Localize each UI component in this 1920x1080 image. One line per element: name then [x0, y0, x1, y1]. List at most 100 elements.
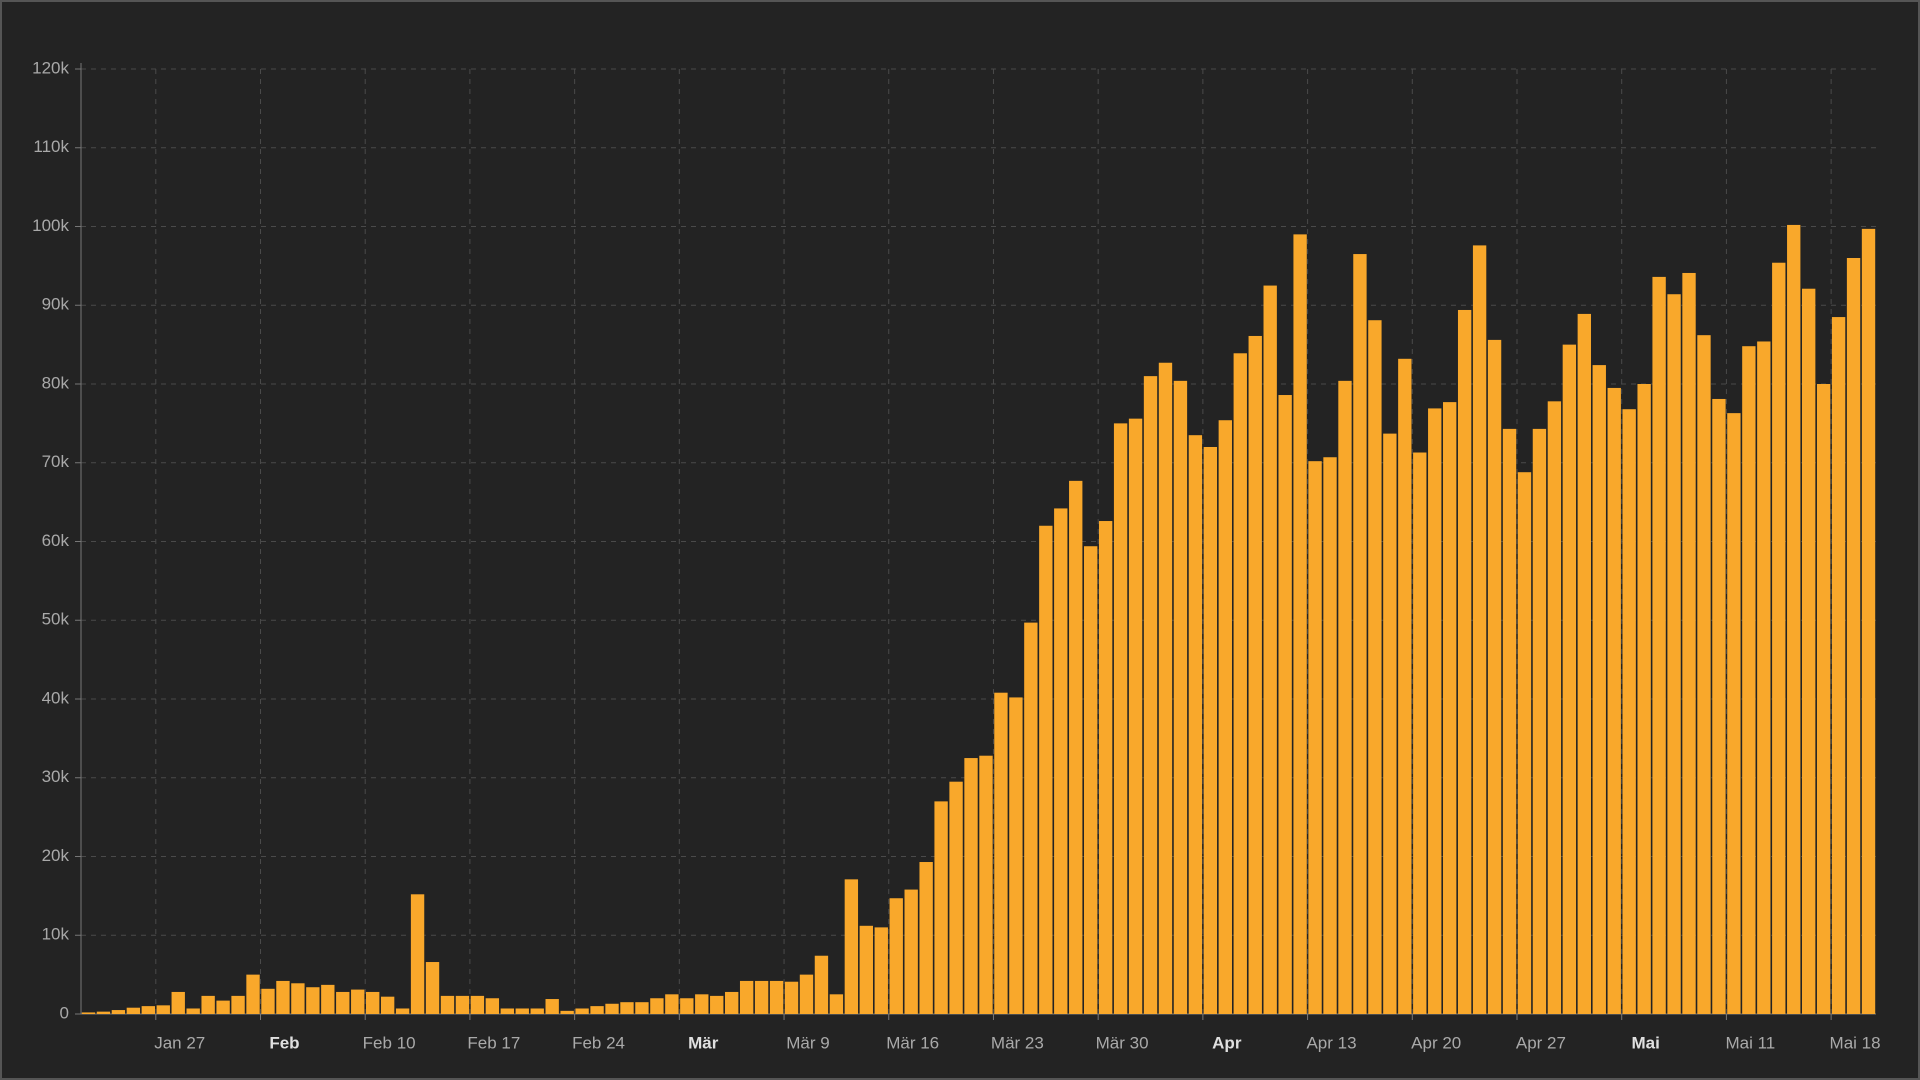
bar	[725, 991, 739, 1014]
y-tick-label: 90k	[42, 295, 70, 314]
bar	[1248, 335, 1262, 1014]
x-tick-label: Feb 17	[467, 1033, 520, 1052]
bar	[1158, 362, 1173, 1014]
bar	[1009, 697, 1023, 1014]
bar	[1727, 413, 1741, 1014]
bar	[784, 981, 799, 1014]
bar	[754, 980, 769, 1014]
x-tick-label: Mai 18	[1830, 1033, 1881, 1052]
y-tick-label: 40k	[42, 688, 70, 707]
y-tick-label: 60k	[42, 531, 70, 550]
bar	[1697, 335, 1711, 1014]
bar	[1128, 418, 1143, 1014]
bar	[1278, 395, 1292, 1014]
bar	[680, 998, 694, 1014]
bar	[590, 1006, 604, 1014]
bar	[1203, 447, 1218, 1014]
bar	[1368, 320, 1382, 1014]
bar	[1443, 402, 1457, 1014]
bar	[1802, 288, 1816, 1014]
bar	[1173, 380, 1188, 1015]
bar	[1607, 387, 1621, 1014]
bar	[1757, 341, 1771, 1015]
bar	[1084, 546, 1098, 1014]
bar	[1383, 433, 1397, 1014]
bar	[1413, 452, 1427, 1014]
bar	[1861, 228, 1876, 1015]
bar	[1188, 435, 1203, 1014]
bar	[1098, 521, 1113, 1014]
x-tick-label: Mär 23	[991, 1033, 1044, 1052]
bar	[440, 995, 455, 1014]
bar	[485, 998, 500, 1014]
bar	[336, 991, 350, 1014]
bar	[1517, 472, 1532, 1014]
bar	[710, 995, 724, 1014]
bar	[111, 1010, 126, 1014]
bar	[530, 1008, 544, 1014]
y-tick-label: 70k	[42, 452, 70, 471]
bar	[695, 994, 709, 1014]
bar	[1113, 423, 1128, 1014]
y-tick-label: 20k	[42, 846, 70, 865]
bar	[1562, 344, 1577, 1014]
bar	[351, 989, 365, 1014]
bar	[1472, 245, 1487, 1014]
bar	[889, 898, 903, 1014]
bar	[425, 962, 440, 1014]
bar	[605, 1003, 619, 1014]
bar	[814, 955, 829, 1014]
bar	[515, 1008, 529, 1014]
bar	[799, 974, 814, 1014]
y-tick-label: 50k	[42, 610, 70, 629]
bar	[739, 980, 754, 1014]
bar	[366, 991, 380, 1014]
x-tick-label: Apr 27	[1516, 1033, 1566, 1052]
bar	[1742, 346, 1756, 1014]
bar	[410, 894, 425, 1014]
x-tick-label: Feb 10	[363, 1033, 416, 1052]
bar	[560, 1010, 574, 1014]
bar	[964, 758, 978, 1014]
bar	[1772, 262, 1786, 1015]
bar	[186, 1008, 200, 1014]
y-tick-label: 10k	[42, 925, 70, 944]
bar	[545, 999, 559, 1014]
x-tick-label: Mai 11	[1725, 1033, 1775, 1052]
bar	[1233, 353, 1247, 1015]
bar	[380, 996, 395, 1014]
bar	[141, 1006, 155, 1014]
bar	[246, 974, 260, 1014]
bar	[829, 994, 844, 1014]
bar	[1816, 384, 1831, 1014]
bar	[1054, 508, 1068, 1014]
x-tick-label: Mär 16	[886, 1033, 939, 1052]
x-tick-label: Apr 20	[1411, 1033, 1461, 1052]
y-tick-label: 110k	[33, 137, 69, 156]
bar	[231, 995, 245, 1014]
bar	[1457, 309, 1472, 1015]
bar	[321, 984, 335, 1014]
bar	[1263, 285, 1277, 1014]
x-tick-label: Feb	[269, 1033, 299, 1052]
bar	[650, 998, 664, 1014]
x-tick-label: Feb 24	[572, 1033, 625, 1052]
bar	[1592, 365, 1606, 1015]
x-tick-label: Mär	[688, 1033, 719, 1052]
x-tick-label: Apr 13	[1306, 1033, 1356, 1052]
bar	[96, 1011, 111, 1014]
x-tick-label: Mai	[1631, 1033, 1659, 1052]
bar	[769, 980, 784, 1014]
bar	[665, 994, 679, 1014]
y-tick-label: 100k	[32, 216, 69, 235]
bar	[1712, 398, 1726, 1014]
bar	[470, 995, 485, 1014]
bar	[1846, 258, 1861, 1014]
bar	[395, 1008, 410, 1014]
bar	[874, 927, 888, 1014]
bar	[126, 1007, 141, 1014]
bar	[1667, 294, 1681, 1015]
bar	[500, 1008, 514, 1014]
